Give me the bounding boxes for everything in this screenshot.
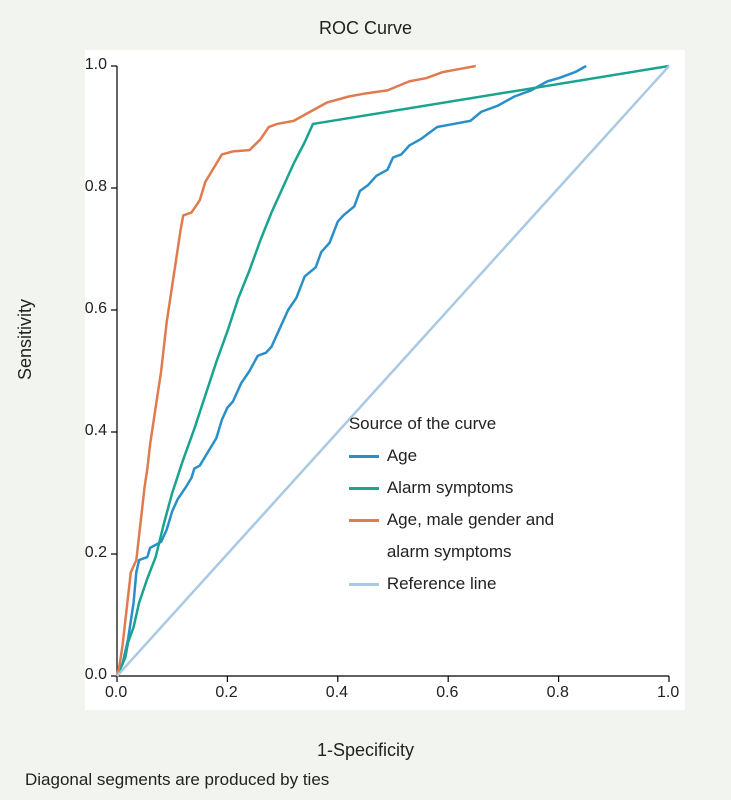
y-tick: 0.8 xyxy=(85,178,107,196)
x-tick: 0.0 xyxy=(105,684,127,702)
plot-area xyxy=(85,50,685,710)
legend-item: Alarm symptoms xyxy=(349,478,514,498)
y-tick: 0.6 xyxy=(85,300,107,318)
legend-item: alarm symptoms xyxy=(349,542,512,562)
x-tick: 0.8 xyxy=(547,684,569,702)
x-tick: 0.2 xyxy=(215,684,237,702)
legend-item: Reference line xyxy=(349,574,497,594)
roc-chart-container: ROC Curve Sensitivity 1-Specificity Diag… xyxy=(0,0,731,800)
chart-title: ROC Curve xyxy=(0,18,731,39)
y-tick: 1.0 xyxy=(85,56,107,74)
legend-item: Age, male gender and xyxy=(349,510,554,530)
legend-item: Age xyxy=(349,446,417,466)
plot-svg xyxy=(85,50,685,710)
x-tick: 1.0 xyxy=(657,684,679,702)
y-tick: 0.4 xyxy=(85,422,107,440)
legend-item: Source of the curve xyxy=(349,414,496,434)
x-tick: 0.6 xyxy=(436,684,458,702)
chart-caption: Diagonal segments are produced by ties xyxy=(25,770,329,790)
y-axis-label: Sensitivity xyxy=(15,299,36,380)
y-tick: 0.0 xyxy=(85,666,107,684)
y-tick: 0.2 xyxy=(85,544,107,562)
x-tick: 0.4 xyxy=(326,684,348,702)
x-axis-label: 1-Specificity xyxy=(0,740,731,761)
